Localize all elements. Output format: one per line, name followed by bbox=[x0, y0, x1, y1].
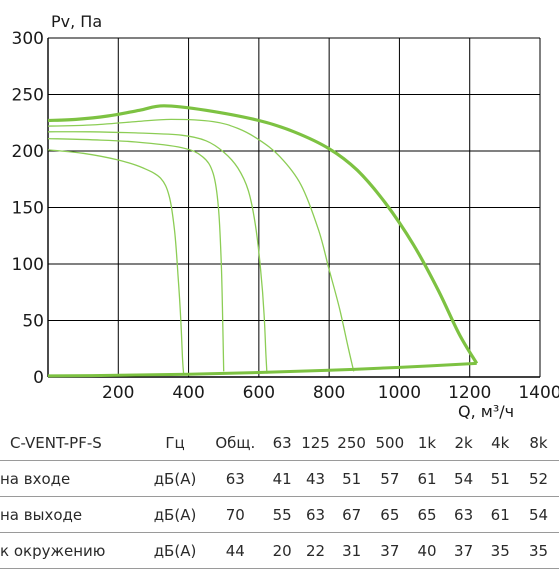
table-cell: 57 bbox=[380, 469, 400, 488]
table-cell: 65 bbox=[417, 505, 437, 524]
table-cell: 63 bbox=[454, 505, 474, 524]
column-header: 2k bbox=[454, 433, 473, 452]
table-cell: 65 bbox=[380, 505, 400, 524]
table-cell: 37 bbox=[454, 541, 474, 560]
table-cell: 70 bbox=[225, 505, 245, 524]
table-cell: 41 bbox=[272, 469, 292, 488]
chart-grid bbox=[47, 37, 541, 378]
row-unit: дБ(А) bbox=[153, 541, 197, 560]
y-tick-label: 200 bbox=[12, 142, 44, 162]
speed-curve bbox=[47, 149, 185, 375]
table-row: на выходе дБ(А) 70 55 63 67 65 65 63 61 … bbox=[0, 497, 559, 533]
fan-performance-chart: 0 50 100 150 200 250 300 200 400 600 800 1000 1200 1… bbox=[12, 12, 559, 421]
table-cell: 40 bbox=[417, 541, 437, 560]
column-header: Общ. bbox=[215, 433, 256, 452]
y-axis-title: Pv, Па bbox=[51, 12, 102, 31]
table-cell: 63 bbox=[225, 469, 245, 488]
x-tick-label: 200 bbox=[102, 383, 134, 403]
table-cell: 43 bbox=[305, 469, 326, 488]
speed-curve bbox=[47, 118, 355, 372]
x-axis-tick-labels: 200 400 600 800 1000 1200 1400 bbox=[102, 383, 559, 403]
x-tick-label: 1200 bbox=[448, 383, 491, 403]
noise-table: C-VENT-PF-S Гц Общ. 63 125 250 500 1k 2k… bbox=[0, 425, 559, 569]
column-header: 8k bbox=[529, 433, 548, 452]
y-tick-label: 50 bbox=[22, 312, 44, 332]
max-performance-curve bbox=[47, 104, 479, 365]
table-cell: 55 bbox=[272, 505, 292, 524]
table-cell: 54 bbox=[528, 505, 549, 524]
table-cell: 54 bbox=[454, 469, 474, 488]
y-tick-label: 300 bbox=[12, 29, 44, 49]
speed-curve bbox=[47, 137, 225, 372]
column-header: 1k bbox=[417, 433, 437, 452]
x-tick-label: 400 bbox=[172, 383, 204, 403]
table-cell: 61 bbox=[490, 505, 510, 524]
chart-curves bbox=[47, 104, 479, 378]
y-tick-label: 250 bbox=[12, 86, 44, 106]
x-tick-label: 800 bbox=[313, 383, 345, 403]
table-row: на входе дБ(А) 63 41 43 51 57 61 54 51 5… bbox=[0, 461, 559, 497]
table-cell: 52 bbox=[528, 469, 549, 488]
system-curve bbox=[47, 361, 477, 378]
y-tick-label: 0 bbox=[33, 368, 44, 388]
y-tick-label: 150 bbox=[12, 199, 44, 219]
table-cell: 37 bbox=[380, 541, 400, 560]
table-cell: 51 bbox=[490, 469, 510, 488]
table-row: к окружению дБ(А) 44 20 22 31 37 40 37 3… bbox=[0, 533, 559, 569]
row-label: на выходе bbox=[0, 505, 83, 524]
column-header: 250 bbox=[337, 433, 366, 452]
table-cell: 67 bbox=[342, 505, 362, 524]
row-label: к окружению bbox=[0, 541, 106, 560]
speed-curve bbox=[47, 131, 268, 374]
table-cell: 35 bbox=[490, 541, 510, 560]
y-tick-label: 100 bbox=[12, 255, 44, 275]
column-header: 4k bbox=[491, 433, 510, 452]
table-cell: 61 bbox=[417, 469, 437, 488]
x-tick-label: 1400 bbox=[518, 383, 559, 403]
row-unit: дБ(А) bbox=[153, 469, 197, 488]
table-cell: 63 bbox=[305, 505, 326, 524]
noise-table-header: C-VENT-PF-S Гц Общ. 63 125 250 500 1k 2k… bbox=[0, 425, 559, 461]
column-header: 125 bbox=[301, 433, 330, 452]
column-header: 500 bbox=[375, 433, 405, 452]
x-tick-label: 1000 bbox=[378, 383, 421, 403]
row-unit: дБ(А) bbox=[153, 505, 197, 524]
model-name: C-VENT-PF-S bbox=[10, 433, 102, 452]
row-label: на входе bbox=[0, 469, 71, 488]
x-tick-label: 600 bbox=[243, 383, 275, 403]
y-axis-tick-labels: 0 50 100 150 200 250 300 bbox=[12, 29, 44, 388]
table-cell: 22 bbox=[305, 541, 326, 560]
table-cell: 44 bbox=[225, 541, 245, 560]
column-header: 63 bbox=[272, 433, 292, 452]
table-cell: 31 bbox=[342, 541, 362, 560]
table-cell: 35 bbox=[528, 541, 549, 560]
table-cell: 51 bbox=[342, 469, 362, 488]
table-cell: 20 bbox=[272, 541, 292, 560]
unit-header: Гц bbox=[165, 433, 185, 452]
x-axis-title: Q, м³/ч bbox=[458, 402, 514, 421]
